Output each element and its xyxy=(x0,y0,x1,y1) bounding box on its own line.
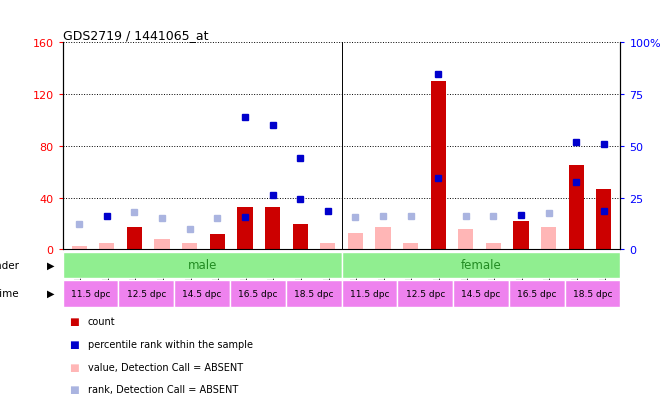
Bar xyxy=(127,228,142,250)
Bar xyxy=(286,280,342,307)
Text: percentile rank within the sample: percentile rank within the sample xyxy=(88,339,253,349)
Bar xyxy=(397,280,453,307)
Text: 14.5 dpc: 14.5 dpc xyxy=(182,289,222,298)
Text: male: male xyxy=(187,259,217,272)
Bar xyxy=(320,243,335,250)
Bar xyxy=(348,233,363,250)
Text: ▶: ▶ xyxy=(47,288,55,299)
Text: count: count xyxy=(88,316,115,326)
Bar xyxy=(230,280,286,307)
Text: ■: ■ xyxy=(69,316,79,326)
Text: ■: ■ xyxy=(69,339,79,349)
Text: 11.5 dpc: 11.5 dpc xyxy=(71,289,110,298)
Text: gender: gender xyxy=(0,260,20,271)
Text: time: time xyxy=(0,288,20,299)
Text: GDS2719 / 1441065_at: GDS2719 / 1441065_at xyxy=(63,29,208,42)
Bar xyxy=(182,243,197,250)
Bar xyxy=(565,280,620,307)
Text: 18.5 dpc: 18.5 dpc xyxy=(573,289,612,298)
Bar xyxy=(265,207,280,250)
Bar xyxy=(119,280,174,307)
Bar xyxy=(99,243,114,250)
Bar xyxy=(486,243,501,250)
Bar xyxy=(403,243,418,250)
Bar xyxy=(154,240,170,250)
Bar xyxy=(376,228,391,250)
Text: 16.5 dpc: 16.5 dpc xyxy=(517,289,556,298)
Text: 12.5 dpc: 12.5 dpc xyxy=(127,289,166,298)
Bar xyxy=(63,280,119,307)
Text: female: female xyxy=(461,259,502,272)
Text: 16.5 dpc: 16.5 dpc xyxy=(238,289,278,298)
Bar xyxy=(509,280,565,307)
Bar xyxy=(292,224,308,250)
Bar xyxy=(63,252,342,279)
Text: 11.5 dpc: 11.5 dpc xyxy=(350,289,389,298)
Text: ▶: ▶ xyxy=(47,260,55,271)
Text: 14.5 dpc: 14.5 dpc xyxy=(461,289,501,298)
Bar xyxy=(430,82,446,250)
Bar xyxy=(458,229,473,250)
Bar xyxy=(342,280,397,307)
Bar xyxy=(541,228,556,250)
Bar xyxy=(238,207,253,250)
Bar xyxy=(596,189,611,250)
Text: rank, Detection Call = ABSENT: rank, Detection Call = ABSENT xyxy=(88,385,238,394)
Bar xyxy=(513,221,529,250)
Text: 12.5 dpc: 12.5 dpc xyxy=(405,289,445,298)
Text: ■: ■ xyxy=(69,362,79,372)
Text: value, Detection Call = ABSENT: value, Detection Call = ABSENT xyxy=(88,362,243,372)
Text: 18.5 dpc: 18.5 dpc xyxy=(294,289,333,298)
Bar xyxy=(453,280,509,307)
Bar xyxy=(342,252,620,279)
Bar xyxy=(569,166,584,250)
Bar xyxy=(72,246,87,250)
Bar xyxy=(174,280,230,307)
Bar xyxy=(210,235,225,250)
Text: ■: ■ xyxy=(69,385,79,394)
